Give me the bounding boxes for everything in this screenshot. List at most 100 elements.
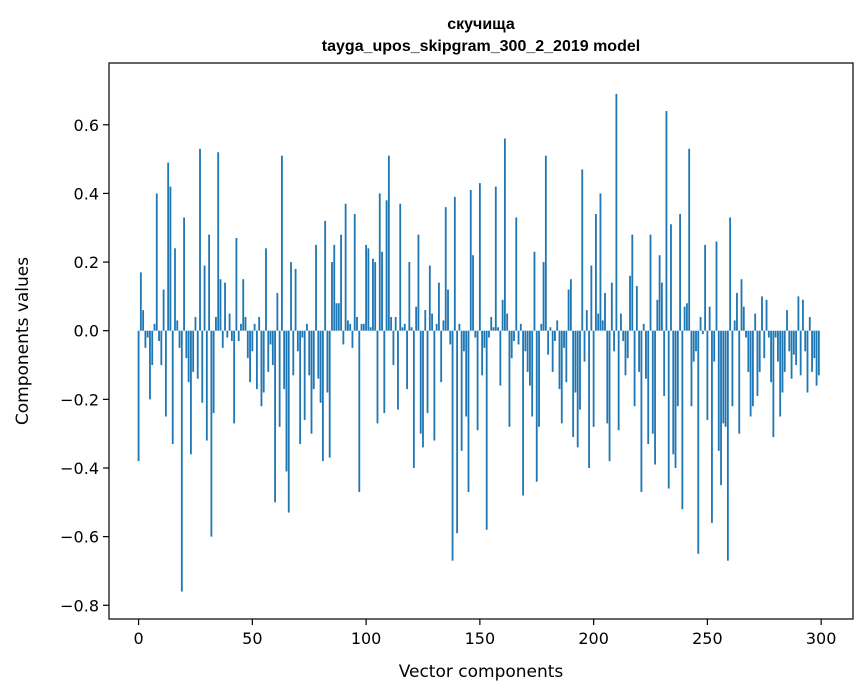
bar (799, 330, 802, 376)
bar (797, 296, 800, 331)
bar (362, 323, 365, 331)
bar (647, 330, 650, 444)
bar (472, 255, 474, 331)
bar (331, 262, 333, 331)
bar (283, 330, 286, 390)
bar (494, 186, 497, 331)
bar (440, 330, 443, 383)
bar (604, 292, 606, 331)
y-tick-label: −0.2 (60, 390, 99, 409)
bar (262, 330, 265, 393)
bar (192, 330, 195, 372)
bar (349, 323, 352, 331)
y-tick-label: −0.4 (60, 459, 99, 478)
bar (287, 330, 290, 513)
bar (658, 255, 661, 331)
bar (683, 306, 686, 331)
x-tick-label: 250 (692, 629, 723, 648)
bar (267, 330, 270, 372)
bar (720, 330, 722, 486)
bar (649, 234, 652, 331)
bar (597, 313, 600, 331)
bar (306, 323, 308, 331)
bar (733, 320, 736, 331)
bar (554, 330, 556, 341)
bar (624, 330, 627, 376)
plot-frame (108, 62, 854, 620)
bar (299, 330, 302, 444)
bar (226, 330, 229, 338)
bar (149, 330, 151, 400)
bar (777, 330, 779, 362)
bar (674, 330, 677, 468)
y-tick-label: −0.6 (60, 528, 99, 547)
bar (742, 306, 745, 331)
bar (802, 299, 804, 331)
bar (813, 330, 816, 359)
bar (410, 327, 413, 331)
bar (335, 303, 338, 331)
bar (535, 330, 538, 482)
bar (385, 200, 388, 331)
bar (731, 330, 734, 407)
bar (183, 217, 185, 331)
bar (269, 330, 272, 345)
bar (515, 217, 518, 331)
x-tick-label: 150 (465, 629, 496, 648)
bar (174, 248, 176, 331)
bar (342, 330, 345, 345)
bar (158, 330, 160, 341)
bar (699, 316, 702, 331)
bar (576, 330, 579, 448)
bar (406, 330, 408, 390)
bar (444, 207, 447, 331)
bar (492, 327, 495, 331)
bar (447, 289, 449, 331)
bar (565, 330, 568, 383)
bar (319, 330, 322, 403)
bar (590, 265, 593, 331)
bar (278, 330, 281, 427)
bar (635, 286, 638, 331)
bar (606, 330, 609, 424)
bar (613, 330, 616, 352)
bar (215, 316, 217, 331)
bar (567, 289, 570, 331)
bar (394, 316, 397, 331)
bar (660, 282, 663, 331)
bar (574, 330, 577, 393)
bar (476, 330, 479, 431)
bar (640, 330, 643, 493)
bar (672, 330, 675, 455)
x-axis-label: Vector components (399, 662, 564, 682)
bar (383, 330, 386, 414)
bar (736, 292, 738, 331)
bar (488, 330, 490, 338)
bar (503, 138, 506, 331)
bar (556, 320, 559, 331)
bar (499, 330, 502, 386)
bar (738, 330, 741, 434)
bar (187, 330, 190, 383)
bar (765, 299, 768, 331)
bar (745, 330, 747, 338)
bar (456, 330, 459, 534)
bar (376, 330, 379, 424)
bar (178, 330, 181, 348)
bar (686, 303, 688, 331)
bar (706, 330, 709, 420)
bar (642, 323, 645, 331)
bar (199, 148, 201, 331)
x-tick-label: 0 (133, 629, 143, 648)
bar (438, 282, 440, 331)
bar (467, 330, 470, 493)
bar (533, 251, 536, 331)
bar (358, 330, 361, 493)
bar (351, 330, 354, 348)
bar (544, 155, 547, 331)
bar (290, 262, 292, 331)
bar (344, 203, 347, 331)
bar (681, 330, 684, 510)
x-axis-ticks: 0 50 100 150 200 250 300 (133, 619, 836, 648)
bar (312, 330, 315, 390)
